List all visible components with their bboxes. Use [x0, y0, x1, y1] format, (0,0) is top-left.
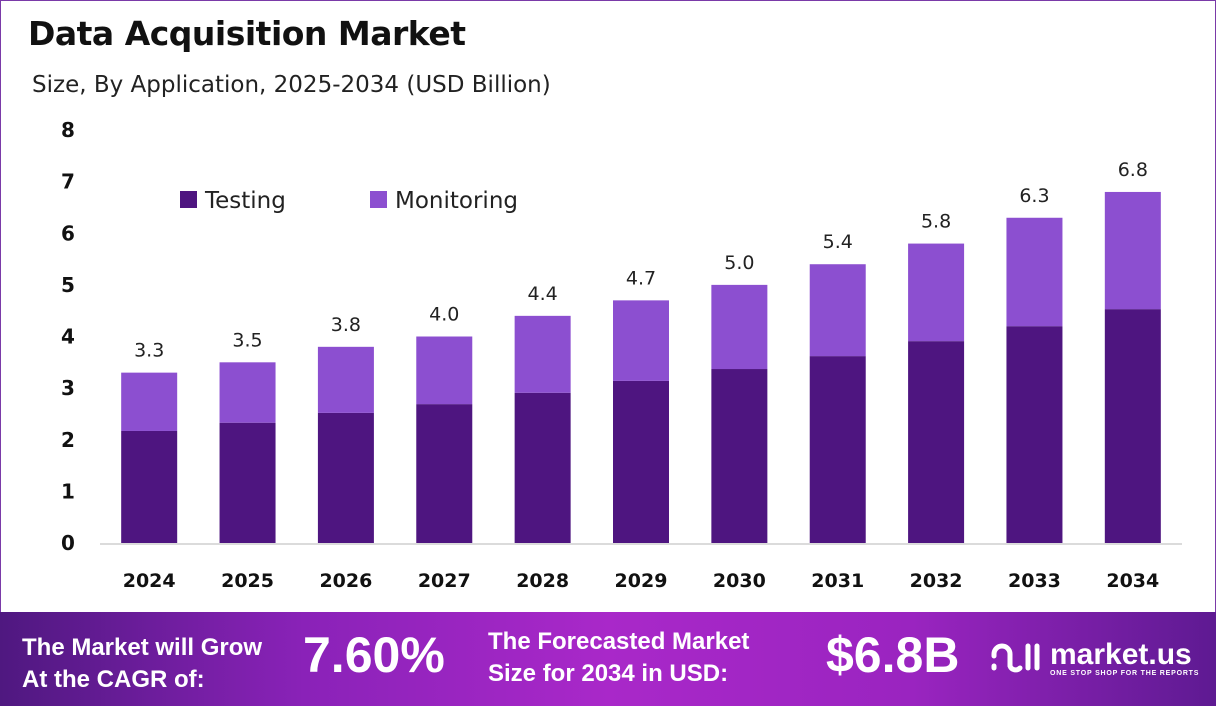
- x-tick-label: 2034: [1106, 570, 1159, 592]
- market-us-logo: market.us ONE STOP SHOP FOR THE REPORTS: [990, 638, 1199, 678]
- x-tick-label: 2025: [221, 570, 274, 592]
- x-tick-label: 2028: [516, 570, 569, 592]
- y-tick-label: 2: [61, 428, 75, 452]
- total-label: 5.0: [724, 252, 754, 274]
- x-tick-label: 2032: [910, 570, 963, 592]
- x-tick-label: 2029: [615, 570, 668, 592]
- legend-swatch-monitoring: [370, 191, 387, 208]
- bar-testing-2028: [514, 392, 571, 543]
- bar-testing-2026: [317, 412, 374, 543]
- bar-monitoring-2024: [121, 372, 178, 431]
- total-label: 4.0: [429, 304, 459, 326]
- cagr-label-line1: The Market will Grow: [22, 634, 263, 661]
- total-label: 5.8: [921, 211, 951, 233]
- cagr-label: The Market will Grow At the CAGR of:: [22, 632, 262, 696]
- bar-monitoring-2025: [219, 362, 276, 423]
- chart-title: Data Acquisition Market: [28, 14, 466, 53]
- bar-testing-2030: [711, 369, 768, 543]
- footer-banner: The Market will Grow At the CAGR of: 7.6…: [0, 612, 1216, 706]
- x-tick-label: 2031: [811, 570, 864, 592]
- bar-monitoring-2031: [809, 264, 866, 357]
- forecast-label-line2: Size for 2034 in USD:: [488, 660, 729, 687]
- bar-monitoring-2026: [317, 346, 374, 413]
- logo-tagline: ONE STOP SHOP FOR THE REPORTS: [1050, 669, 1200, 677]
- total-label: 4.4: [528, 283, 558, 305]
- y-tick-label: 1: [61, 479, 75, 503]
- y-tick-label: 7: [61, 170, 75, 194]
- logo-icon: [991, 643, 1040, 673]
- cagr-label-line2: At the CAGR of:: [22, 666, 205, 693]
- bar-monitoring-2027: [416, 336, 473, 405]
- y-tick-label: 3: [61, 376, 75, 400]
- bar-testing-2024: [121, 430, 178, 543]
- bar-monitoring-2033: [1006, 217, 1063, 327]
- bar-testing-2025: [219, 422, 276, 543]
- logo-name: market.us: [1050, 637, 1192, 671]
- forecast-label: The Forecasted Market Size for 2034 in U…: [488, 626, 749, 690]
- bar-testing-2032: [908, 341, 965, 543]
- chart-subtitle: Size, By Application, 2025-2034 (USD Bil…: [32, 72, 551, 98]
- legend-swatch-testing: [180, 191, 197, 208]
- y-tick-label: 8: [61, 118, 75, 142]
- total-label: 3.3: [134, 340, 164, 362]
- bar-testing-2027: [416, 404, 473, 543]
- y-tick-label: 4: [61, 325, 75, 349]
- bar-monitoring-2028: [514, 315, 571, 393]
- x-tick-label: 2033: [1008, 570, 1061, 592]
- total-label: 3.5: [232, 329, 262, 351]
- total-label: 6.3: [1019, 185, 1049, 207]
- legend-label-testing: Testing: [204, 188, 286, 214]
- forecast-label-line1: The Forecasted Market: [488, 628, 750, 655]
- x-tick-label: 2026: [319, 570, 372, 592]
- y-tick-label: 5: [61, 273, 75, 297]
- y-tick-label: 6: [61, 221, 75, 245]
- x-tick-label: 2030: [713, 570, 766, 592]
- bar-chart: 0 1 2 3 4 5 6 7 8 3.3 2024 3.5 2025 3.8 2026 4.0 2027 4.4…: [61, 118, 1182, 592]
- x-tick-label: 2027: [418, 570, 471, 592]
- bar-testing-2034: [1104, 309, 1161, 543]
- y-tick-label: 0: [61, 531, 75, 555]
- bar-monitoring-2030: [711, 284, 768, 370]
- bar-testing-2033: [1006, 326, 1063, 543]
- cagr-value: 7.60%: [303, 627, 445, 683]
- bar-testing-2029: [613, 380, 669, 543]
- bar-monitoring-2029: [613, 300, 669, 381]
- total-label: 5.4: [823, 231, 853, 253]
- total-label: 4.7: [626, 267, 656, 289]
- legend-label-monitoring: Monitoring: [395, 188, 518, 214]
- x-tick-label: 2024: [123, 570, 176, 592]
- forecast-value: $6.8B: [826, 627, 960, 683]
- bar-testing-2031: [809, 356, 866, 543]
- total-label: 3.8: [331, 314, 361, 336]
- bar-monitoring-2034: [1104, 191, 1161, 310]
- bar-monitoring-2032: [908, 243, 965, 342]
- total-label: 6.8: [1118, 159, 1148, 181]
